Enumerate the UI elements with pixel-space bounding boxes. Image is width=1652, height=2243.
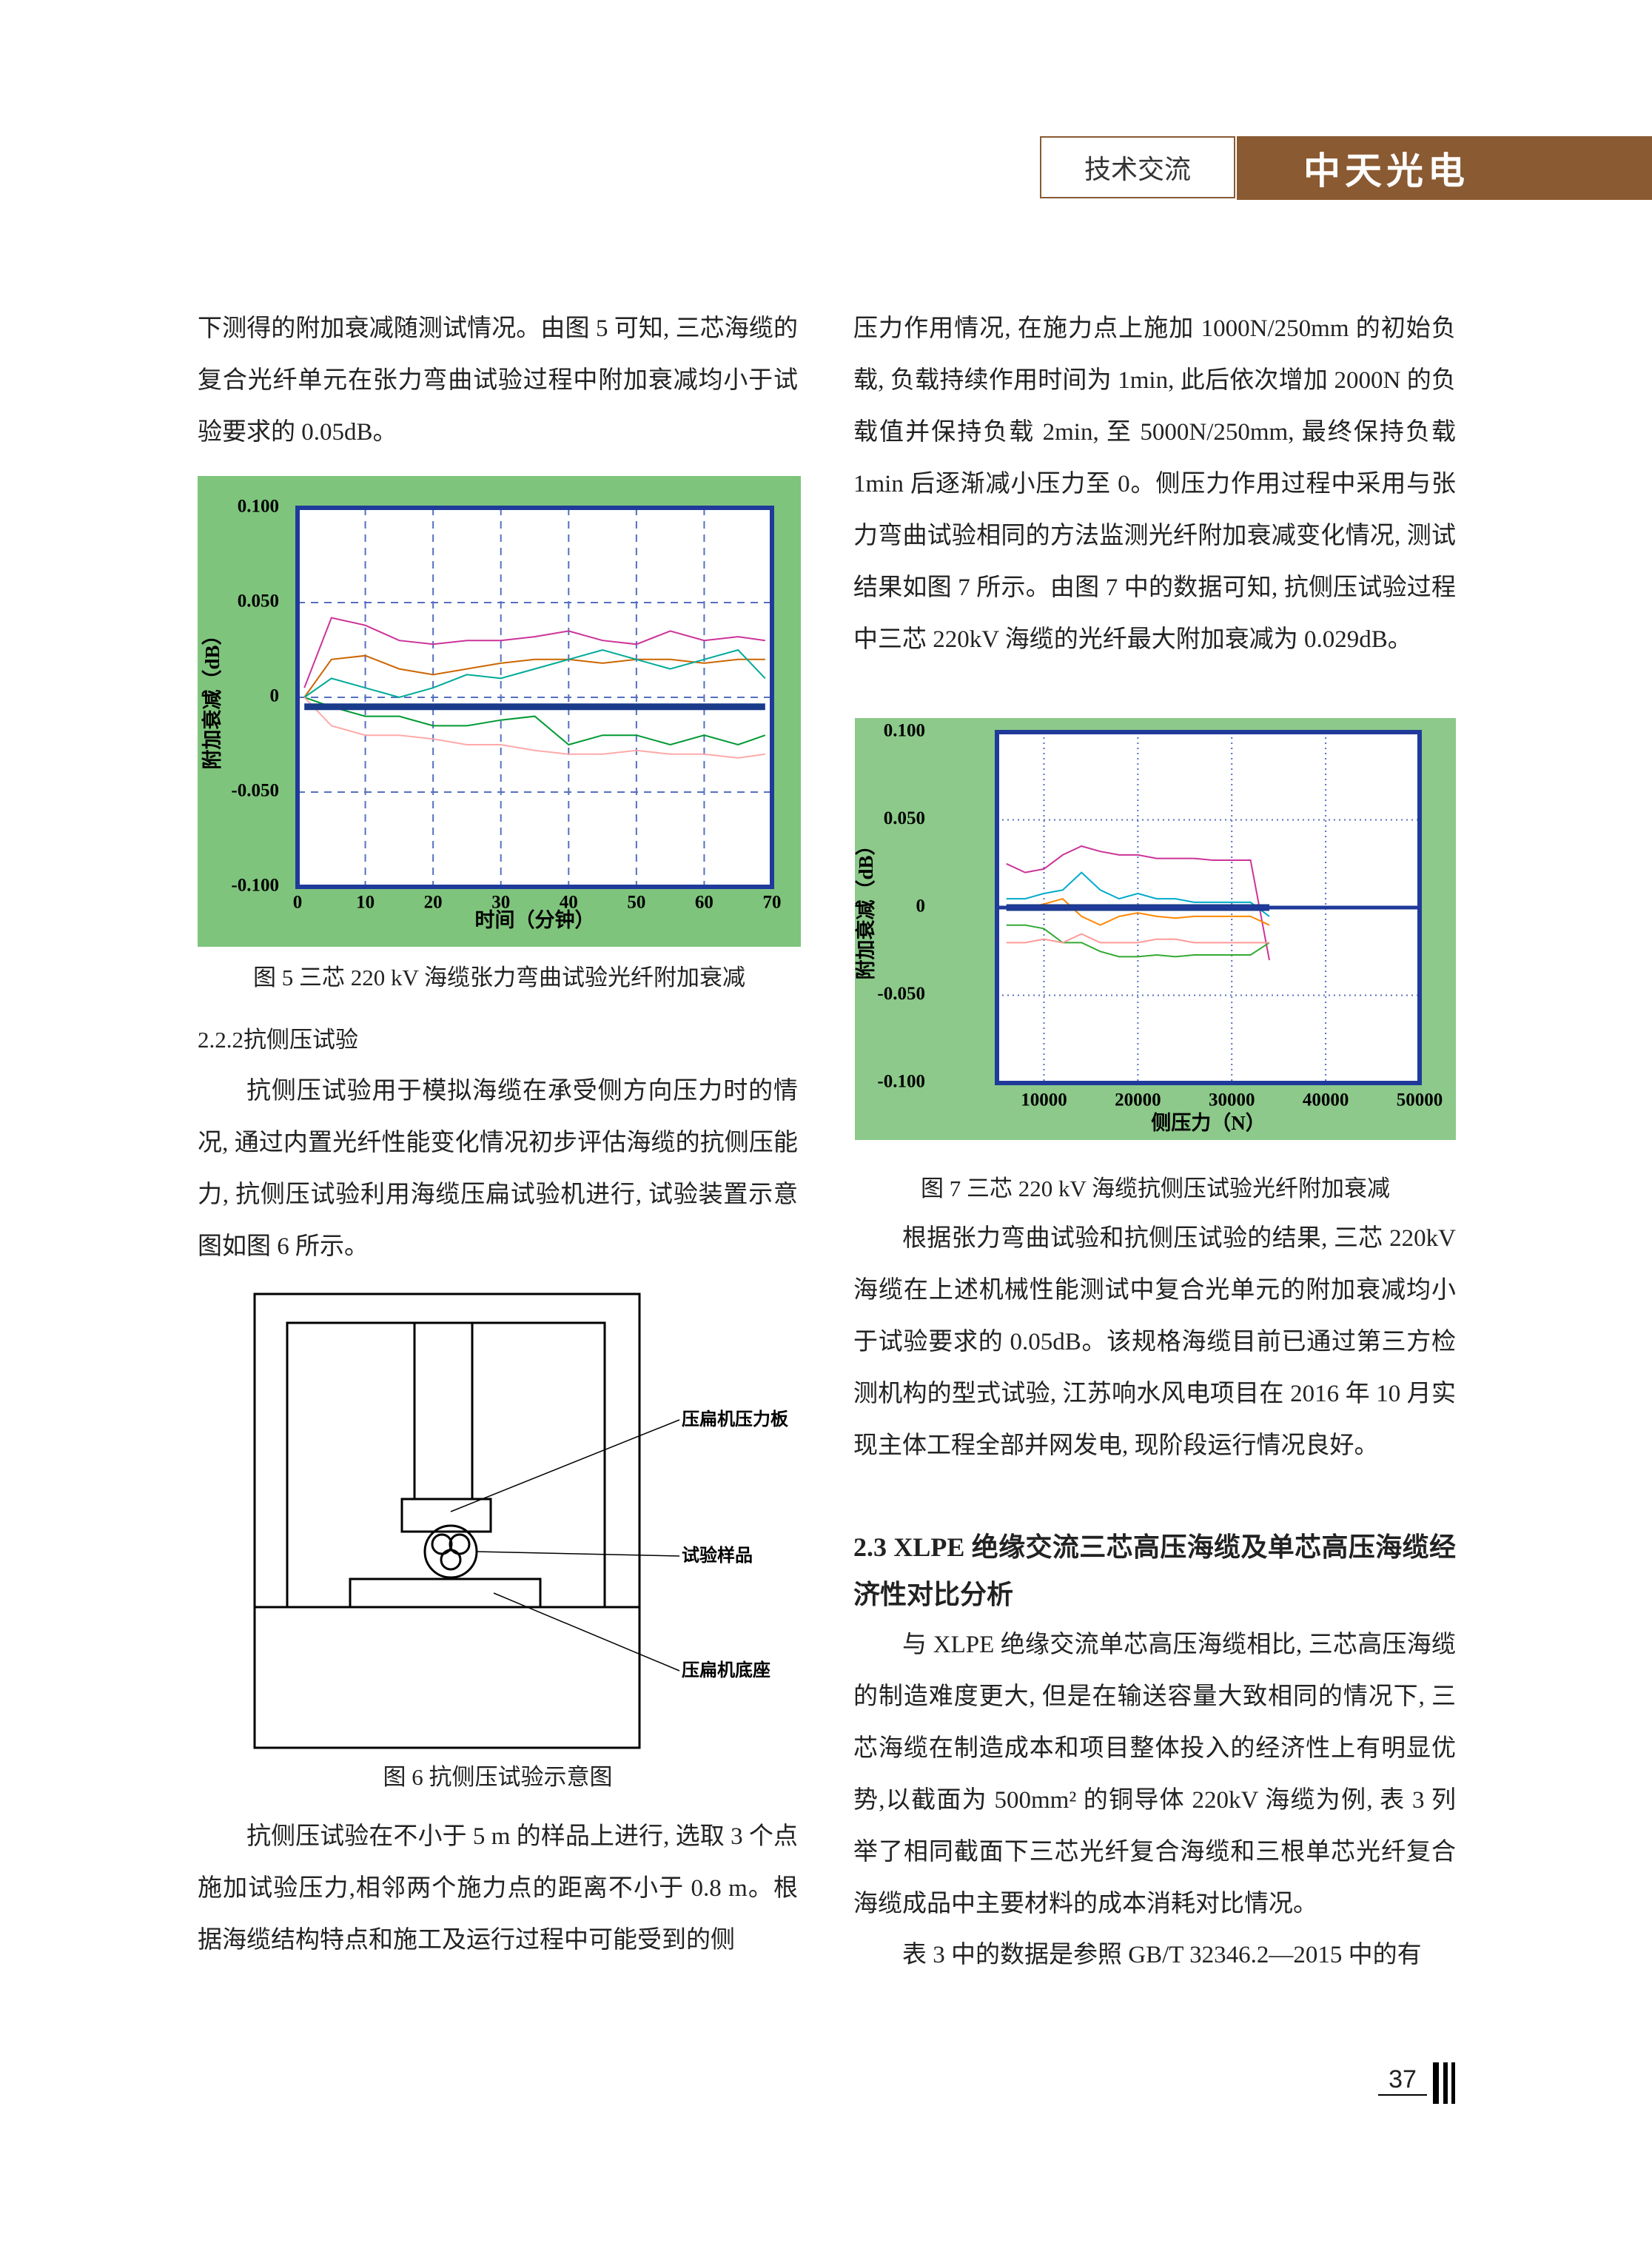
caption: 图 7 三芯 220 kV 海缆抗侧压试验光纤附加衰减 <box>920 1176 1391 1201</box>
page-bar <box>1443 2062 1448 2104</box>
data-line <box>1006 845 1270 961</box>
x-tick-label: 30 <box>491 893 510 913</box>
x-tick-label: 10000 <box>1021 1090 1067 1110</box>
data-line <box>1006 924 1270 958</box>
paragraph: 抗侧压试验用于模拟海缆在承受侧方向压力时的情况, 通过内置光纤性能变化情况初步评… <box>198 1078 798 1260</box>
section-tab: 技术交流 <box>1040 136 1235 198</box>
y-tick-label: 0.100 <box>238 497 279 517</box>
x-tick-label: 50 <box>627 893 645 913</box>
heading: 2.3 XLPE 绝缘交流三芯高压海缆及单芯高压海缆经济性对比分析 <box>853 1532 1456 1609</box>
paragraph: 压力作用情况, 在施力点上施加 1000N/250mm 的初始负载, 负载持续作… <box>853 315 1456 653</box>
paragraph: 表 3 中的数据是参照 GB/T 32346.2—2015 中的有 <box>902 1942 1422 1968</box>
diagram-shapes <box>253 1293 680 1749</box>
x-tick-label: 40000 <box>1303 1090 1349 1110</box>
y-tick-label: -0.050 <box>877 984 925 1004</box>
x-tick-label: 50000 <box>1397 1090 1443 1110</box>
data-line <box>1006 933 1269 944</box>
x-axis-label: 时间（分钟） <box>475 909 595 931</box>
x-tick-label: 60 <box>695 893 713 913</box>
paragraph: 与 XLPE 绝缘交流单芯高压海缆相比, 三芯高压海缆的制造难度更大, 但是在输… <box>853 1632 1456 1917</box>
x-tick-label: 40 <box>560 893 578 913</box>
data-line <box>303 617 765 688</box>
x-tick-label: 70 <box>763 893 782 913</box>
y-tick-label: 0 <box>916 896 926 916</box>
data-line <box>303 697 766 746</box>
diagram-label: 压扁机压力板 <box>682 1409 789 1429</box>
caption: 图 6 抗侧压试验示意图 <box>383 1764 613 1790</box>
y-tick-label: -0.100 <box>877 1072 925 1092</box>
diagram-label: 压扁机底座 <box>682 1660 770 1680</box>
page-bar <box>1451 2062 1455 2104</box>
data-line <box>303 648 766 699</box>
y-axis-label: 附加衰减（dB） <box>855 835 877 979</box>
page-bar <box>1433 2062 1439 2104</box>
chart: -0.100 -0.050 0 0.050 0.100 10000 20000 30000 40… <box>855 718 1456 1140</box>
plot-area <box>298 508 772 887</box>
y-tick-label: -0.100 <box>231 876 279 896</box>
caption: 图 5 三芯 220 kV 海缆张力弯曲试验光纤附加衰减 <box>252 965 746 990</box>
x-tick-label: 20 <box>424 893 443 913</box>
x-tick-label: 0 <box>293 893 303 913</box>
y-tick-label: -0.050 <box>231 781 279 801</box>
data-line <box>1006 897 1270 926</box>
diagram-label: 试验样品 <box>682 1545 753 1566</box>
page-number: 37 <box>1378 2065 1427 2096</box>
brand-bar: 中天光电 <box>1237 136 1652 200</box>
chart: -0.100 -0.050 0 0.050 0.100 0 10 20 30 40 50 60 70 时间… <box>198 476 801 947</box>
heading: 2.2.2抗侧压试验 <box>198 1027 358 1053</box>
y-tick-label: 0.100 <box>884 721 925 741</box>
paragraph: 根据张力弯曲试验和抗侧压试验的结果, 三芯 220kV 海缆在上述机械性能测试中… <box>853 1225 1456 1459</box>
y-tick-label: 0.050 <box>884 808 925 828</box>
data-line <box>303 697 765 759</box>
x-axis-label: 侧压力（N） <box>1151 1112 1266 1134</box>
section-title: 技术交流 <box>1084 155 1191 185</box>
y-axis-label: 附加衰减（dB） <box>201 625 224 769</box>
data-line <box>1006 871 1270 917</box>
diagram: 压扁机压力板 试验样品 压扁机底座 <box>253 1293 789 1749</box>
y-tick-label: 0 <box>270 686 280 706</box>
plot-frame <box>295 506 774 889</box>
x-tick-label: 30000 <box>1209 1090 1255 1110</box>
paragraph: 下测得的附加衰减随测试情况。由图 5 可知, 三芯海缆的复合光纤单元在张力弯曲试… <box>198 315 798 446</box>
x-tick-label: 20000 <box>1115 1090 1161 1110</box>
y-tick-label: 0.050 <box>238 591 279 611</box>
paragraph: 抗侧压试验在不小于 5 m 的样品上进行, 选取 3 个点施加试验压力,相邻两个… <box>198 1823 798 1954</box>
x-tick-label: 10 <box>356 893 375 913</box>
brand: 中天光电 <box>1303 149 1469 192</box>
